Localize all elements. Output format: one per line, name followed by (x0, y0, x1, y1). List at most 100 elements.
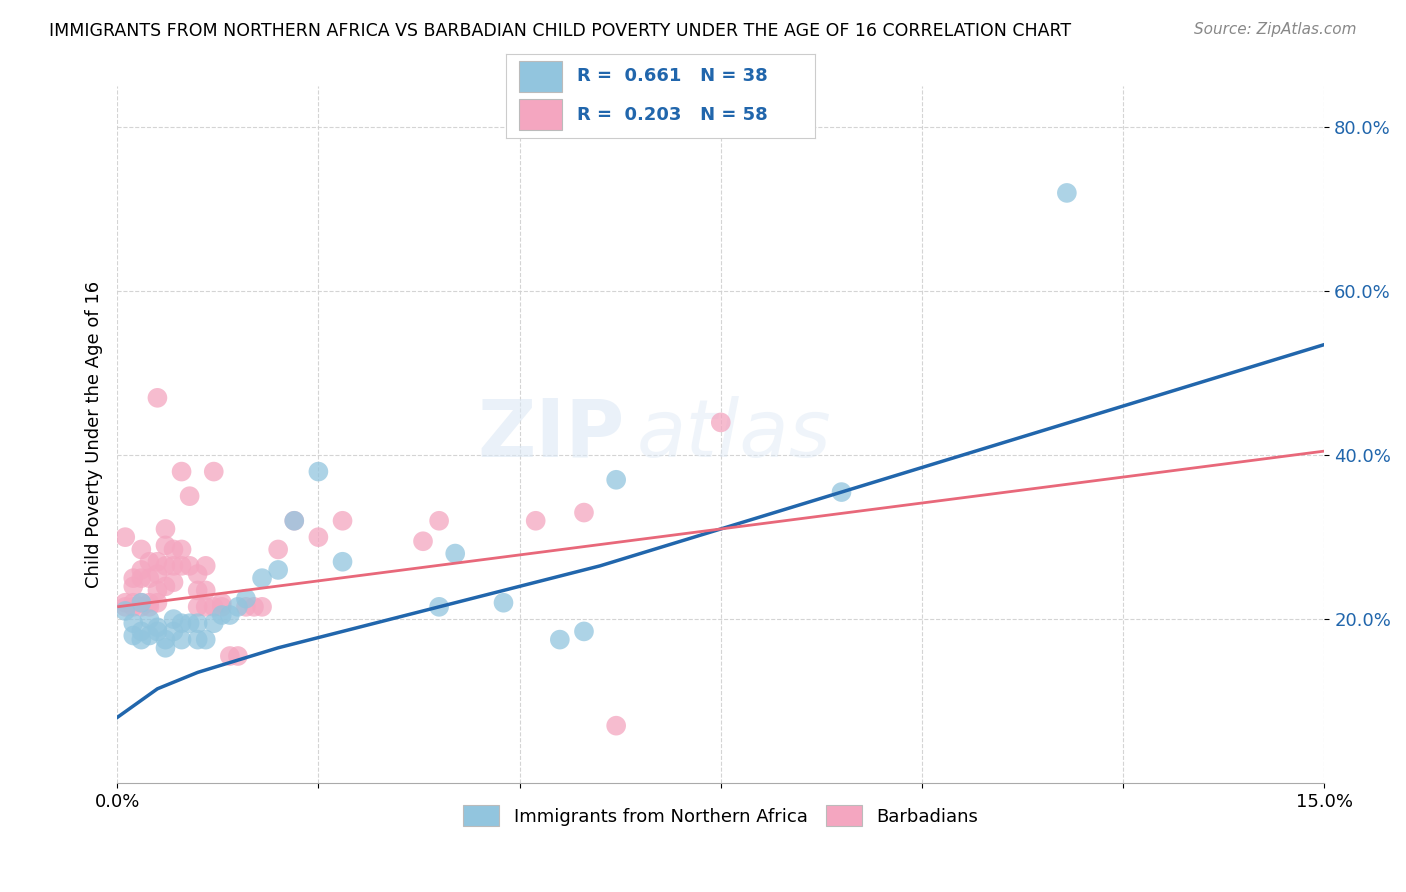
Point (235, 599, 257, 614)
Point (170, 616, 193, 631)
Point (138, 555, 160, 569)
Point (187, 583, 209, 598)
Y-axis label: Child Poverty Under the Age of 16: Child Poverty Under the Age of 16 (86, 281, 103, 588)
Point (179, 558, 201, 573)
Point (162, 575, 184, 590)
Point (162, 612, 184, 626)
Point (131, 599, 153, 614)
Point (179, 489, 201, 503)
FancyBboxPatch shape (519, 62, 562, 92)
Point (1056, 186, 1078, 200)
Point (218, 607, 240, 622)
Point (307, 465, 329, 479)
Point (211, 607, 233, 622)
Point (131, 624, 153, 639)
Point (146, 567, 169, 582)
Point (267, 563, 290, 577)
Point (194, 599, 217, 614)
Point (187, 632, 209, 647)
Point (202, 616, 225, 631)
Point (122, 616, 145, 631)
Text: Source: ZipAtlas.com: Source: ZipAtlas.com (1194, 22, 1357, 37)
Text: R =  0.203   N = 58: R = 0.203 N = 58 (578, 105, 768, 123)
Point (412, 534, 434, 549)
Point (605, 719, 627, 733)
Point (572, 506, 595, 520)
Point (283, 514, 305, 528)
Point (155, 640, 177, 655)
Point (162, 624, 184, 639)
Point (427, 599, 450, 614)
Point (131, 596, 153, 610)
Point (250, 599, 273, 614)
Point (267, 542, 290, 557)
Text: R =  0.661   N = 38: R = 0.661 N = 38 (578, 68, 768, 86)
Point (170, 542, 193, 557)
Point (187, 567, 209, 582)
Point (114, 530, 136, 544)
Point (226, 599, 249, 614)
Point (307, 530, 329, 544)
Text: atlas: atlas (637, 396, 831, 474)
Point (187, 616, 209, 631)
Point (427, 514, 450, 528)
Point (138, 612, 160, 626)
Point (122, 571, 145, 585)
Point (831, 485, 853, 500)
Point (138, 571, 160, 585)
Point (122, 599, 145, 614)
Point (155, 522, 177, 536)
Point (444, 547, 467, 561)
Text: ZIP: ZIP (477, 396, 624, 474)
Point (194, 558, 217, 573)
Point (138, 628, 160, 642)
Point (138, 599, 160, 614)
Point (146, 391, 169, 405)
Point (524, 514, 547, 528)
Point (155, 632, 177, 647)
Text: IMMIGRANTS FROM NORTHERN AFRICA VS BARBADIAN CHILD POVERTY UNDER THE AGE OF 16 C: IMMIGRANTS FROM NORTHERN AFRICA VS BARBA… (49, 22, 1071, 40)
Point (155, 538, 177, 552)
Point (114, 596, 136, 610)
Point (122, 596, 145, 610)
Point (202, 599, 225, 614)
Point (155, 579, 177, 593)
Point (605, 473, 627, 487)
Point (146, 555, 169, 569)
Point (283, 514, 305, 528)
Legend: Immigrants from Northern Africa, Barbadians: Immigrants from Northern Africa, Barbadi… (456, 798, 986, 833)
Point (162, 558, 184, 573)
Point (114, 599, 136, 614)
Point (170, 465, 193, 479)
Point (243, 599, 266, 614)
Point (122, 628, 145, 642)
Point (146, 583, 169, 598)
FancyBboxPatch shape (519, 99, 562, 130)
Point (710, 416, 733, 430)
Point (211, 599, 233, 614)
Point (202, 465, 225, 479)
Point (162, 542, 184, 557)
Point (211, 596, 233, 610)
Point (218, 648, 240, 663)
Point (235, 591, 257, 606)
Point (179, 616, 201, 631)
Point (170, 632, 193, 647)
Point (155, 558, 177, 573)
Point (332, 555, 354, 569)
Point (492, 596, 515, 610)
Point (131, 571, 153, 585)
Point (131, 563, 153, 577)
Point (194, 632, 217, 647)
Point (226, 648, 249, 663)
Point (114, 604, 136, 618)
Point (146, 624, 169, 639)
Point (250, 571, 273, 585)
Point (332, 514, 354, 528)
Point (146, 596, 169, 610)
Point (187, 599, 209, 614)
Point (138, 596, 160, 610)
Point (122, 579, 145, 593)
Point (146, 620, 169, 634)
Point (548, 632, 571, 647)
